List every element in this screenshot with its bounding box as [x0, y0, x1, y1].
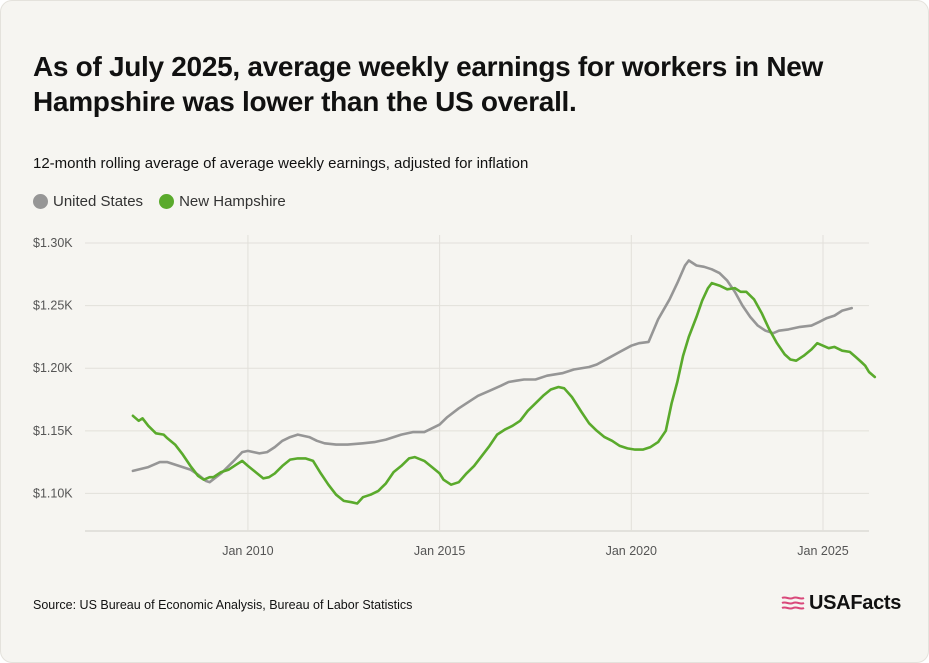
y-tick-label: $1.10K: [33, 486, 73, 500]
axis-ticks: $1.10K $1.15K $1.20K $1.25K $1.30K Jan 2010 Ja…: [33, 236, 849, 558]
y-tick-label: $1.30K: [33, 236, 73, 250]
legend-marker-nh: [159, 194, 175, 209]
y-tick-label: $1.20K: [33, 361, 73, 375]
x-tick-label: Jan 2015: [414, 544, 465, 558]
chart-subtitle: 12-month rolling average of average week…: [33, 155, 529, 172]
gridlines: [85, 235, 869, 532]
legend-marker-us: [33, 194, 48, 209]
legend-item-nh: New Hampshire: [159, 193, 286, 210]
x-tick-label: Jan 2020: [606, 544, 657, 558]
legend-item-us: United States: [33, 193, 143, 210]
usafacts-logo: USAFacts: [781, 592, 901, 615]
legend: United States New Hampshire: [33, 193, 302, 210]
y-tick-label: $1.25K: [33, 299, 73, 313]
source-note: Source: US Bureau of Economic Analysis, …: [33, 598, 413, 612]
series-line-united-states: [131, 259, 853, 484]
chart-title: As of July 2025, average weekly earnings…: [33, 51, 823, 117]
legend-label-nh: New Hampshire: [179, 193, 286, 210]
brand-name: USAFacts: [809, 592, 902, 614]
series-line-new-hampshire: [131, 281, 877, 505]
y-tick-label: $1.15K: [33, 424, 73, 438]
flag-icon: [781, 595, 805, 610]
x-tick-label: Jan 2010: [222, 544, 273, 558]
series-lines: [131, 259, 877, 505]
x-tick-label: Jan 2025: [797, 544, 848, 558]
legend-label-us: United States: [53, 193, 144, 210]
